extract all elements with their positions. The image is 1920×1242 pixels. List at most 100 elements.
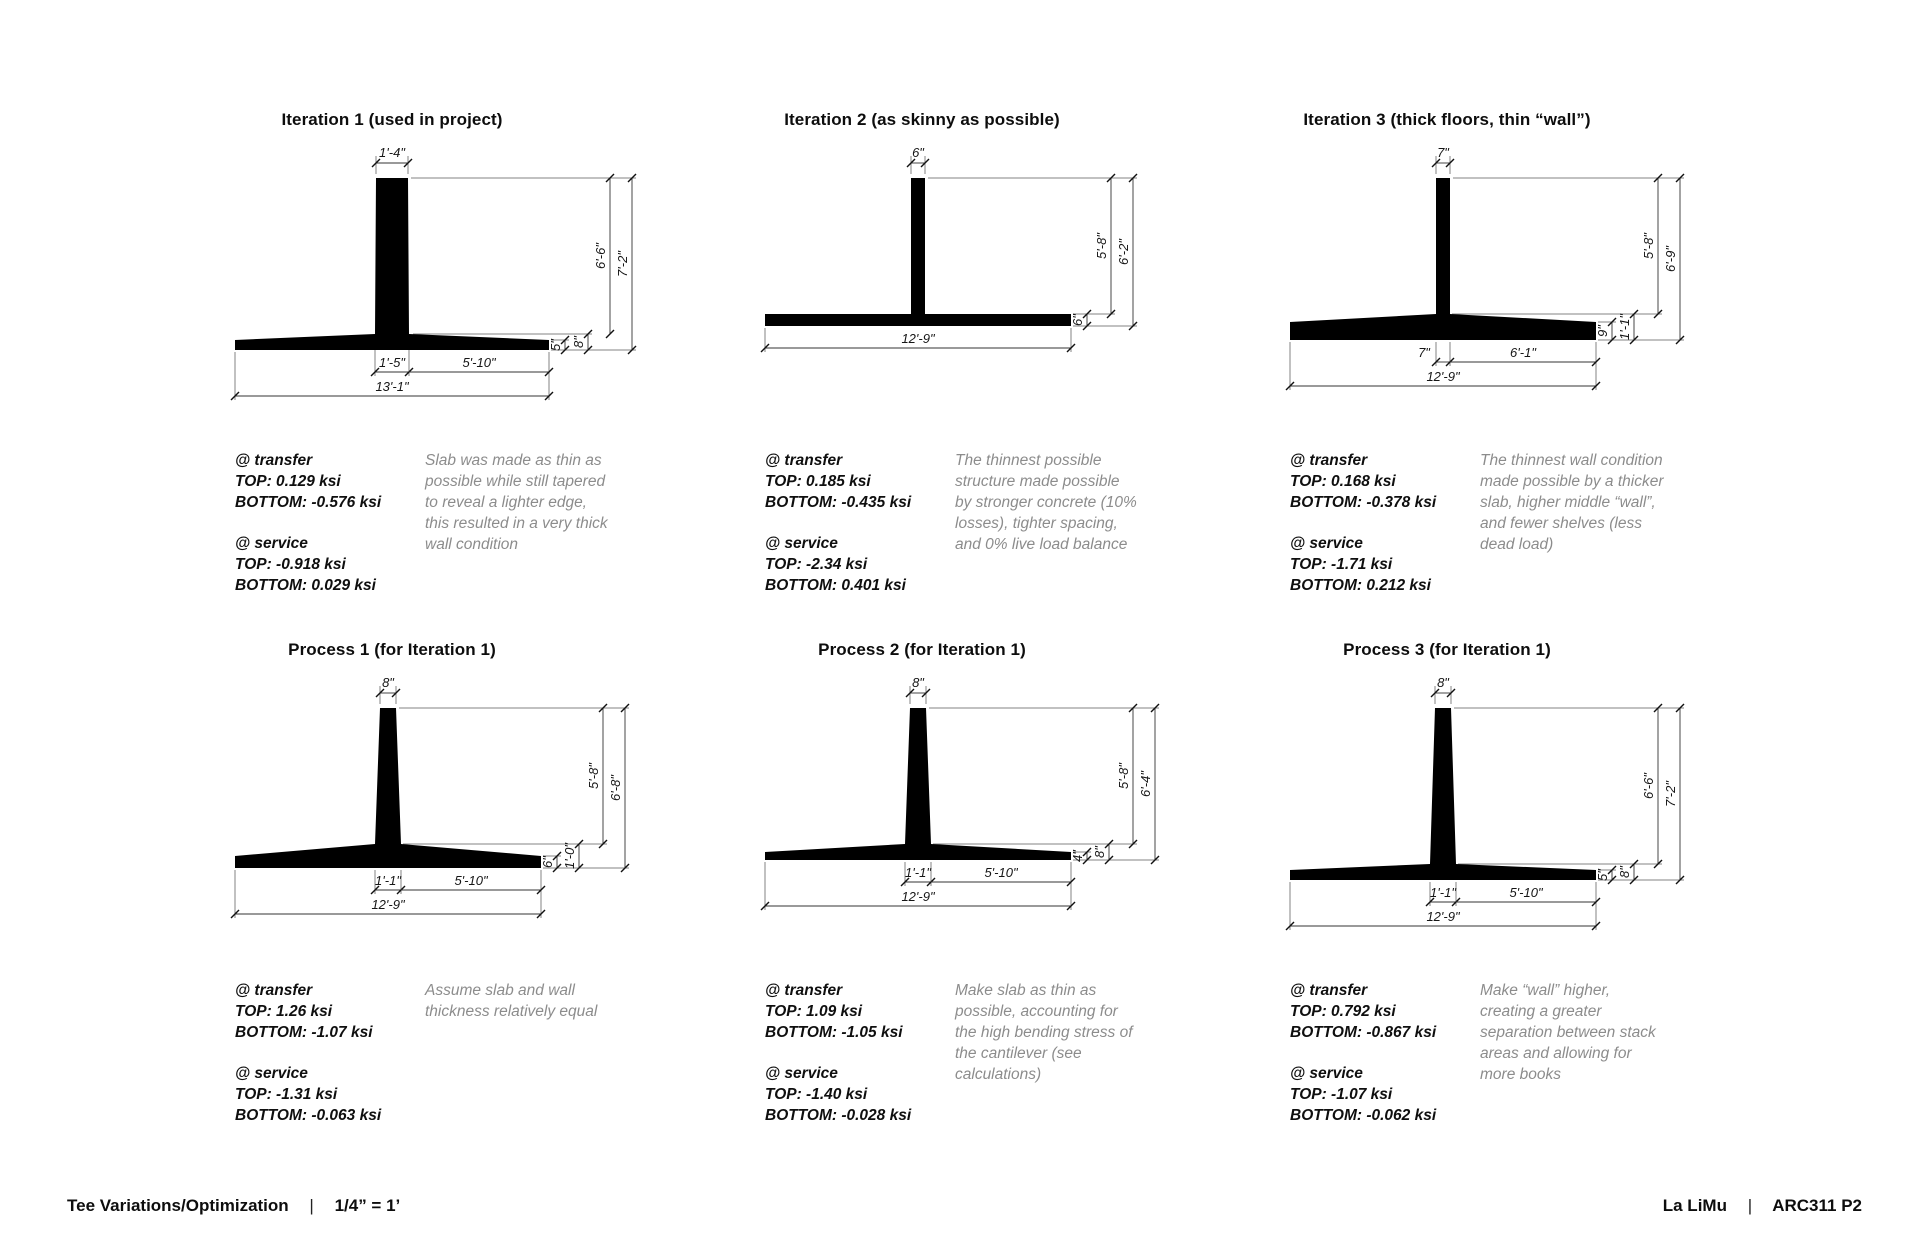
- dim-overhang-seg: 6'-1": [1510, 345, 1537, 360]
- dimension-labels: 8" 4" 8" 5'-8" 6'-4" 1'-1" 5'-10" 12'-9": [901, 675, 1153, 904]
- service-top: TOP: -1.71 ksi: [1290, 556, 1393, 573]
- tee-silhouette: [235, 178, 549, 350]
- service-label: @ service: [765, 535, 838, 552]
- dim-slab-depth: 8": [1092, 845, 1107, 858]
- service-label: @ service: [1290, 535, 1363, 552]
- dimension-lines: [230, 158, 637, 401]
- transfer-bottom: BOTTOM: -0.378 ksi: [1290, 494, 1437, 511]
- dim-stem-height: 5'-8": [1094, 232, 1109, 259]
- footer-left: Tee Variations/Optimization | 1/4” = 1’: [67, 1196, 400, 1216]
- panel-iteration-2: Iteration 2 (as skinny as possible) 6" 6…: [715, 110, 1245, 596]
- dim-tip-depth: 9": [1595, 324, 1610, 337]
- dim-stem-width: 8": [382, 675, 395, 690]
- stress-block: @ transfer TOP: 0.129 ksi BOTTOM: -0.576…: [235, 450, 425, 596]
- dim-bottom-total: 12'-9": [1426, 909, 1461, 924]
- dim-stem-width: 8": [1437, 675, 1450, 690]
- transfer-top: TOP: 0.185 ksi: [765, 473, 871, 490]
- author-name: La LiMu: [1662, 1196, 1727, 1215]
- panel-info: @ transfer TOP: 1.09 ksi BOTTOM: -1.05 k…: [715, 980, 1245, 1126]
- extension-lines: [234, 156, 636, 400]
- dimension-labels: 1'-4" 5" 8" 6'-6" 7'-2" 1'-5" 5'-10" 13'…: [375, 145, 630, 394]
- transfer-label: @ transfer: [765, 452, 843, 469]
- tee-silhouette: [1290, 178, 1596, 340]
- panel-process-1: Process 1 (for Iteration 1) 8": [185, 640, 715, 1126]
- dim-total-height: 6'-2": [1116, 238, 1131, 265]
- dim-tip-depth: 4": [1070, 849, 1085, 862]
- service-label: @ service: [1290, 1065, 1363, 1082]
- dim-base-seg: 1'-1": [1430, 885, 1457, 900]
- dim-total-height: 6'-4": [1138, 770, 1153, 797]
- tee-silhouette: [765, 708, 1071, 860]
- service-top: TOP: -2.34 ksi: [765, 556, 868, 573]
- transfer-label: @ transfer: [1290, 452, 1368, 469]
- extension-lines: [234, 686, 629, 918]
- dim-slab-depth: 8": [1617, 865, 1632, 878]
- sheet-title: Tee Variations/Optimization: [67, 1196, 289, 1215]
- dim-slab-depth: 8": [571, 335, 586, 348]
- transfer-bottom: BOTTOM: -1.07 ksi: [235, 1024, 373, 1041]
- stress-block: @ transfer TOP: 0.792 ksi BOTTOM: -0.867…: [1290, 980, 1480, 1126]
- service-bottom: BOTTOM: 0.029 ksi: [235, 577, 376, 594]
- note-text: Assume slab and wall thickness relativel…: [425, 982, 598, 1020]
- project-code: ARC311 P2: [1772, 1196, 1862, 1215]
- dim-base-seg: 1'-1": [905, 865, 932, 880]
- dim-total-height: 7'-2": [615, 250, 630, 277]
- transfer-bottom: BOTTOM: -0.435 ksi: [765, 494, 912, 511]
- note-text: The thinnest possible structure made pos…: [955, 452, 1137, 553]
- service-bottom: BOTTOM: -0.028 ksi: [765, 1107, 912, 1124]
- note-text: The thinnest wall condition made possibl…: [1480, 452, 1664, 553]
- tee-section-drawing: 8" 5" 8" 6'-6" 7'-2" 1'-1" 5'-10" 12'-9": [1285, 675, 1685, 931]
- footer-right: La LiMu | ARC311 P2: [1663, 1196, 1862, 1216]
- extension-lines: [764, 686, 1159, 910]
- panel-title: Process 2 (for Iteration 1): [818, 640, 1026, 659]
- service-label: @ service: [235, 535, 308, 552]
- panel-info: @ transfer TOP: 0.185 ksi BOTTOM: -0.435…: [715, 450, 1245, 596]
- dim-bottom-total: 12'-9": [1426, 369, 1461, 384]
- note-text: Make “wall” higher, creating a greater s…: [1480, 982, 1656, 1083]
- extension-lines: [1289, 686, 1684, 930]
- dim-tip-depth: 6": [540, 855, 555, 868]
- tee-section-drawing: 8" 4" 8" 5'-8" 6'-4" 1'-1" 5'-10" 12'-9": [760, 675, 1160, 911]
- panel-info: @ transfer TOP: 0.792 ksi BOTTOM: -0.867…: [1240, 980, 1770, 1126]
- panel-title: Iteration 2 (as skinny as possible): [784, 110, 1060, 129]
- stress-block: @ transfer TOP: 0.168 ksi BOTTOM: -0.378…: [1290, 450, 1480, 596]
- transfer-top: TOP: 1.26 ksi: [235, 1003, 333, 1020]
- dim-base-seg: 1'-1": [375, 873, 402, 888]
- service-top: TOP: -1.07 ksi: [1290, 1086, 1393, 1103]
- tee-silhouette: [1290, 708, 1596, 880]
- dim-bottom-total: 12'-9": [371, 897, 406, 912]
- note-text: Make slab as thin as possible, accountin…: [955, 982, 1133, 1083]
- dimension-lines: [760, 688, 1160, 911]
- stress-block: @ transfer TOP: 1.26 ksi BOTTOM: -1.07 k…: [235, 980, 425, 1126]
- stress-block: @ transfer TOP: 0.185 ksi BOTTOM: -0.435…: [765, 450, 955, 596]
- dimension-labels: 8" 6" 1'-0" 5'-8" 6'-8" 1'-1" 5'-10" 12'…: [371, 675, 623, 912]
- tee-silhouette: [765, 178, 1071, 326]
- dim-slab-depth: 6": [1070, 313, 1085, 326]
- service-bottom: BOTTOM: -0.062 ksi: [1290, 1107, 1437, 1124]
- panel-info: @ transfer TOP: 0.168 ksi BOTTOM: -0.378…: [1240, 450, 1770, 596]
- dim-overhang-seg: 5'-10": [462, 355, 497, 370]
- dim-stem-width: 8": [912, 675, 925, 690]
- dim-stem-height: 6'-6": [593, 242, 608, 269]
- service-label: @ service: [235, 1065, 308, 1082]
- stress-block: @ transfer TOP: 1.09 ksi BOTTOM: -1.05 k…: [765, 980, 955, 1126]
- dim-stem-height: 5'-8": [1641, 232, 1656, 259]
- transfer-label: @ transfer: [235, 452, 313, 469]
- dim-base-seg: 1'-5": [379, 355, 406, 370]
- dimension-lines: [760, 158, 1138, 353]
- dimension-lines: [1285, 158, 1685, 391]
- service-bottom: BOTTOM: 0.212 ksi: [1290, 577, 1431, 594]
- dim-stem-width: 7": [1437, 145, 1450, 160]
- panel-title: Iteration 1 (used in project): [281, 110, 503, 129]
- dim-stem-height: 6'-6": [1641, 772, 1656, 799]
- note-text: Slab was made as thin as possible while …: [425, 452, 608, 553]
- dim-overhang-seg: 5'-10": [984, 865, 1019, 880]
- dim-overhang-seg: 5'-10": [454, 873, 489, 888]
- dim-total-height: 7'-2": [1663, 780, 1678, 807]
- dimension-labels: 8" 5" 8" 6'-6" 7'-2" 1'-1" 5'-10" 12'-9": [1426, 675, 1678, 924]
- tee-section-drawing: 8" 6" 1'-0" 5'-8" 6'-8" 1'-1" 5'-10" 12'…: [230, 675, 630, 919]
- panel-iteration-1: Iteration 1 (used in project) 1'-4": [185, 110, 715, 596]
- dim-tip-depth: 5": [548, 338, 563, 351]
- dim-bottom-total: 12'-9": [901, 331, 936, 346]
